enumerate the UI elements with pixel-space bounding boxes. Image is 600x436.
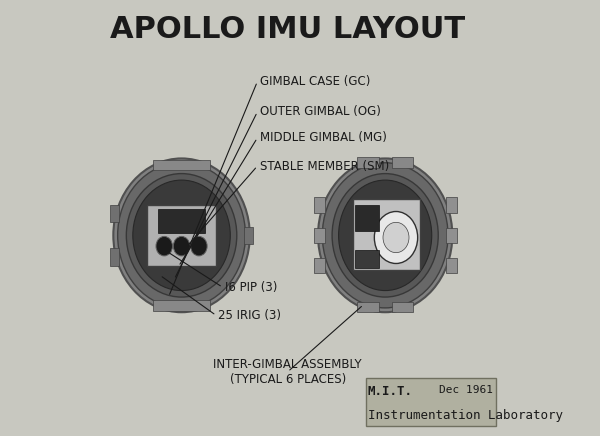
Bar bbox=[154, 300, 210, 311]
Ellipse shape bbox=[173, 236, 190, 256]
Text: M.I.T.: M.I.T. bbox=[368, 385, 413, 398]
Bar bbox=[314, 258, 325, 273]
Bar bbox=[314, 228, 325, 243]
Text: OUTER GIMBAL (OG): OUTER GIMBAL (OG) bbox=[260, 106, 380, 118]
Text: APOLLO IMU LAYOUT: APOLLO IMU LAYOUT bbox=[110, 15, 465, 44]
Ellipse shape bbox=[332, 174, 438, 297]
Text: INTER-GIMBAL ASSEMBLY
(TYPICAL 6 PLACES): INTER-GIMBAL ASSEMBLY (TYPICAL 6 PLACES) bbox=[214, 358, 362, 386]
Bar bbox=[365, 378, 496, 426]
Bar bbox=[110, 205, 119, 222]
Bar bbox=[158, 209, 205, 233]
Text: GIMBAL CASE (GC): GIMBAL CASE (GC) bbox=[260, 75, 370, 88]
Ellipse shape bbox=[318, 158, 452, 312]
Text: Instrumentation Laboratory: Instrumentation Laboratory bbox=[368, 409, 563, 422]
Bar bbox=[446, 228, 457, 243]
Bar bbox=[353, 198, 420, 270]
Ellipse shape bbox=[338, 180, 432, 290]
Ellipse shape bbox=[133, 180, 230, 290]
Ellipse shape bbox=[374, 211, 418, 263]
Text: STABLE MEMBER (SM): STABLE MEMBER (SM) bbox=[260, 160, 389, 173]
Ellipse shape bbox=[127, 174, 237, 297]
Bar bbox=[355, 251, 379, 268]
Ellipse shape bbox=[191, 236, 207, 256]
Bar bbox=[392, 157, 413, 168]
Bar bbox=[392, 302, 413, 313]
Bar bbox=[446, 258, 457, 273]
Bar bbox=[244, 227, 253, 244]
Ellipse shape bbox=[113, 158, 250, 312]
Bar bbox=[357, 157, 379, 168]
Ellipse shape bbox=[156, 236, 172, 256]
Bar bbox=[314, 197, 325, 213]
Bar bbox=[154, 160, 210, 170]
Bar bbox=[357, 302, 379, 313]
Ellipse shape bbox=[322, 163, 448, 308]
Text: MIDDLE GIMBAL (MG): MIDDLE GIMBAL (MG) bbox=[260, 131, 386, 144]
Bar bbox=[147, 205, 216, 266]
Text: 25 IRIG (3): 25 IRIG (3) bbox=[218, 309, 281, 322]
Ellipse shape bbox=[118, 163, 245, 308]
Text: I6 PIP (3): I6 PIP (3) bbox=[225, 281, 277, 294]
Bar bbox=[110, 249, 119, 266]
Ellipse shape bbox=[383, 222, 409, 252]
Text: Dec 1961: Dec 1961 bbox=[439, 385, 493, 395]
Bar bbox=[446, 197, 457, 213]
Bar bbox=[355, 205, 379, 231]
